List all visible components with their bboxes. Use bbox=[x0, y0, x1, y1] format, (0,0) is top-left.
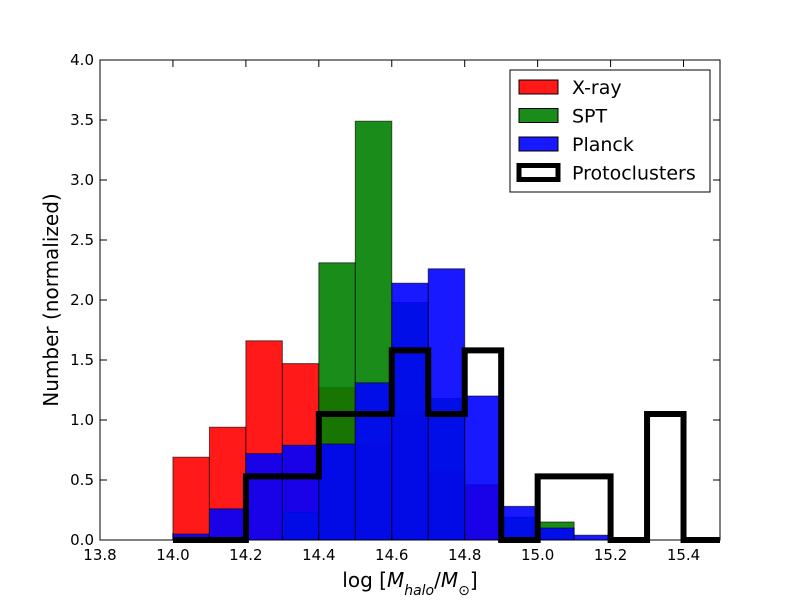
y-tick-label: 1.0 bbox=[70, 411, 94, 429]
y-tick-label: 2.0 bbox=[70, 291, 94, 309]
y-tick-label: 3.0 bbox=[70, 171, 94, 189]
planck-bar bbox=[573, 534, 612, 541]
y-tick-labels: 0.0 0.5 1.0 1.5 2.0 2.5 3.0 3.5 4.0 bbox=[70, 51, 94, 549]
legend-item-x-ray: X-ray bbox=[518, 77, 622, 99]
x-tick-label: 14.6 bbox=[375, 546, 408, 564]
x-ray-bar bbox=[172, 456, 210, 541]
x-tick-label: 14.2 bbox=[229, 546, 262, 564]
x-tick-label: 15.2 bbox=[594, 546, 627, 564]
planck-bar bbox=[391, 282, 429, 541]
ticks-layer bbox=[99, 59, 720, 541]
x-axis-label-part: halo bbox=[404, 583, 434, 599]
x-tick-label: 13.8 bbox=[83, 546, 116, 564]
legend-items: X-ray SPT Planck Protoclusters bbox=[516, 77, 696, 185]
planck-bar bbox=[500, 505, 539, 541]
y-tick-label: 2.5 bbox=[70, 231, 94, 249]
legend-swatch bbox=[518, 108, 559, 123]
x-tick-label: 14.8 bbox=[448, 546, 481, 564]
x-axis-label: log [Mhalo/M⊙] bbox=[342, 568, 477, 599]
x-tick-label: 14.4 bbox=[302, 546, 335, 564]
y-tick-label: 3.5 bbox=[70, 111, 94, 129]
x-axis-label-part: log [ bbox=[342, 568, 387, 592]
legend-label: Planck bbox=[572, 134, 634, 156]
legend-swatch bbox=[516, 163, 561, 182]
x-axis-label-part: M bbox=[387, 568, 404, 592]
y-tick-label: 0.0 bbox=[70, 531, 94, 549]
y-tick-label: 4.0 bbox=[70, 51, 94, 69]
legend-item-planck: Planck bbox=[518, 134, 634, 156]
x-axis-label-part: / bbox=[434, 568, 441, 592]
planck-bar bbox=[208, 508, 247, 541]
planck-bar bbox=[464, 395, 502, 541]
y-tick-label: 1.5 bbox=[70, 351, 94, 369]
x-tick-labels: 13.8 14.0 14.2 14.4 14.6 14.8 15.0 15.2 15.4 bbox=[83, 546, 700, 564]
legend-swatch bbox=[518, 79, 559, 95]
legend-label: SPT bbox=[572, 106, 608, 128]
legend-item-protoclusters: Protoclusters bbox=[516, 163, 696, 185]
legend-label: X-ray bbox=[572, 77, 622, 99]
x-axis-label-part: ⊙ bbox=[458, 583, 470, 599]
x-axis-label-part: ] bbox=[470, 568, 478, 592]
bars-layer bbox=[172, 120, 612, 541]
planck-bar bbox=[245, 453, 283, 541]
legend-swatch bbox=[518, 136, 559, 152]
planck-bar bbox=[354, 382, 393, 541]
y-axis-label: Number (normalized) bbox=[39, 193, 63, 406]
x-tick-label: 15.4 bbox=[667, 546, 700, 564]
legend-item-spt: SPT bbox=[518, 106, 608, 128]
x-axis-label-part: M bbox=[441, 568, 458, 592]
x-tick-label: 14.0 bbox=[156, 546, 189, 564]
planck-bar bbox=[281, 444, 320, 541]
legend: X-ray SPT Planck Protoclusters bbox=[509, 69, 711, 193]
planck-bar bbox=[318, 443, 356, 541]
planck-bar bbox=[427, 268, 466, 541]
y-tick-label: 0.5 bbox=[70, 471, 94, 489]
x-tick-label: 15.0 bbox=[521, 546, 554, 564]
legend-label: Protoclusters bbox=[572, 163, 696, 185]
planck-bar bbox=[537, 527, 575, 541]
